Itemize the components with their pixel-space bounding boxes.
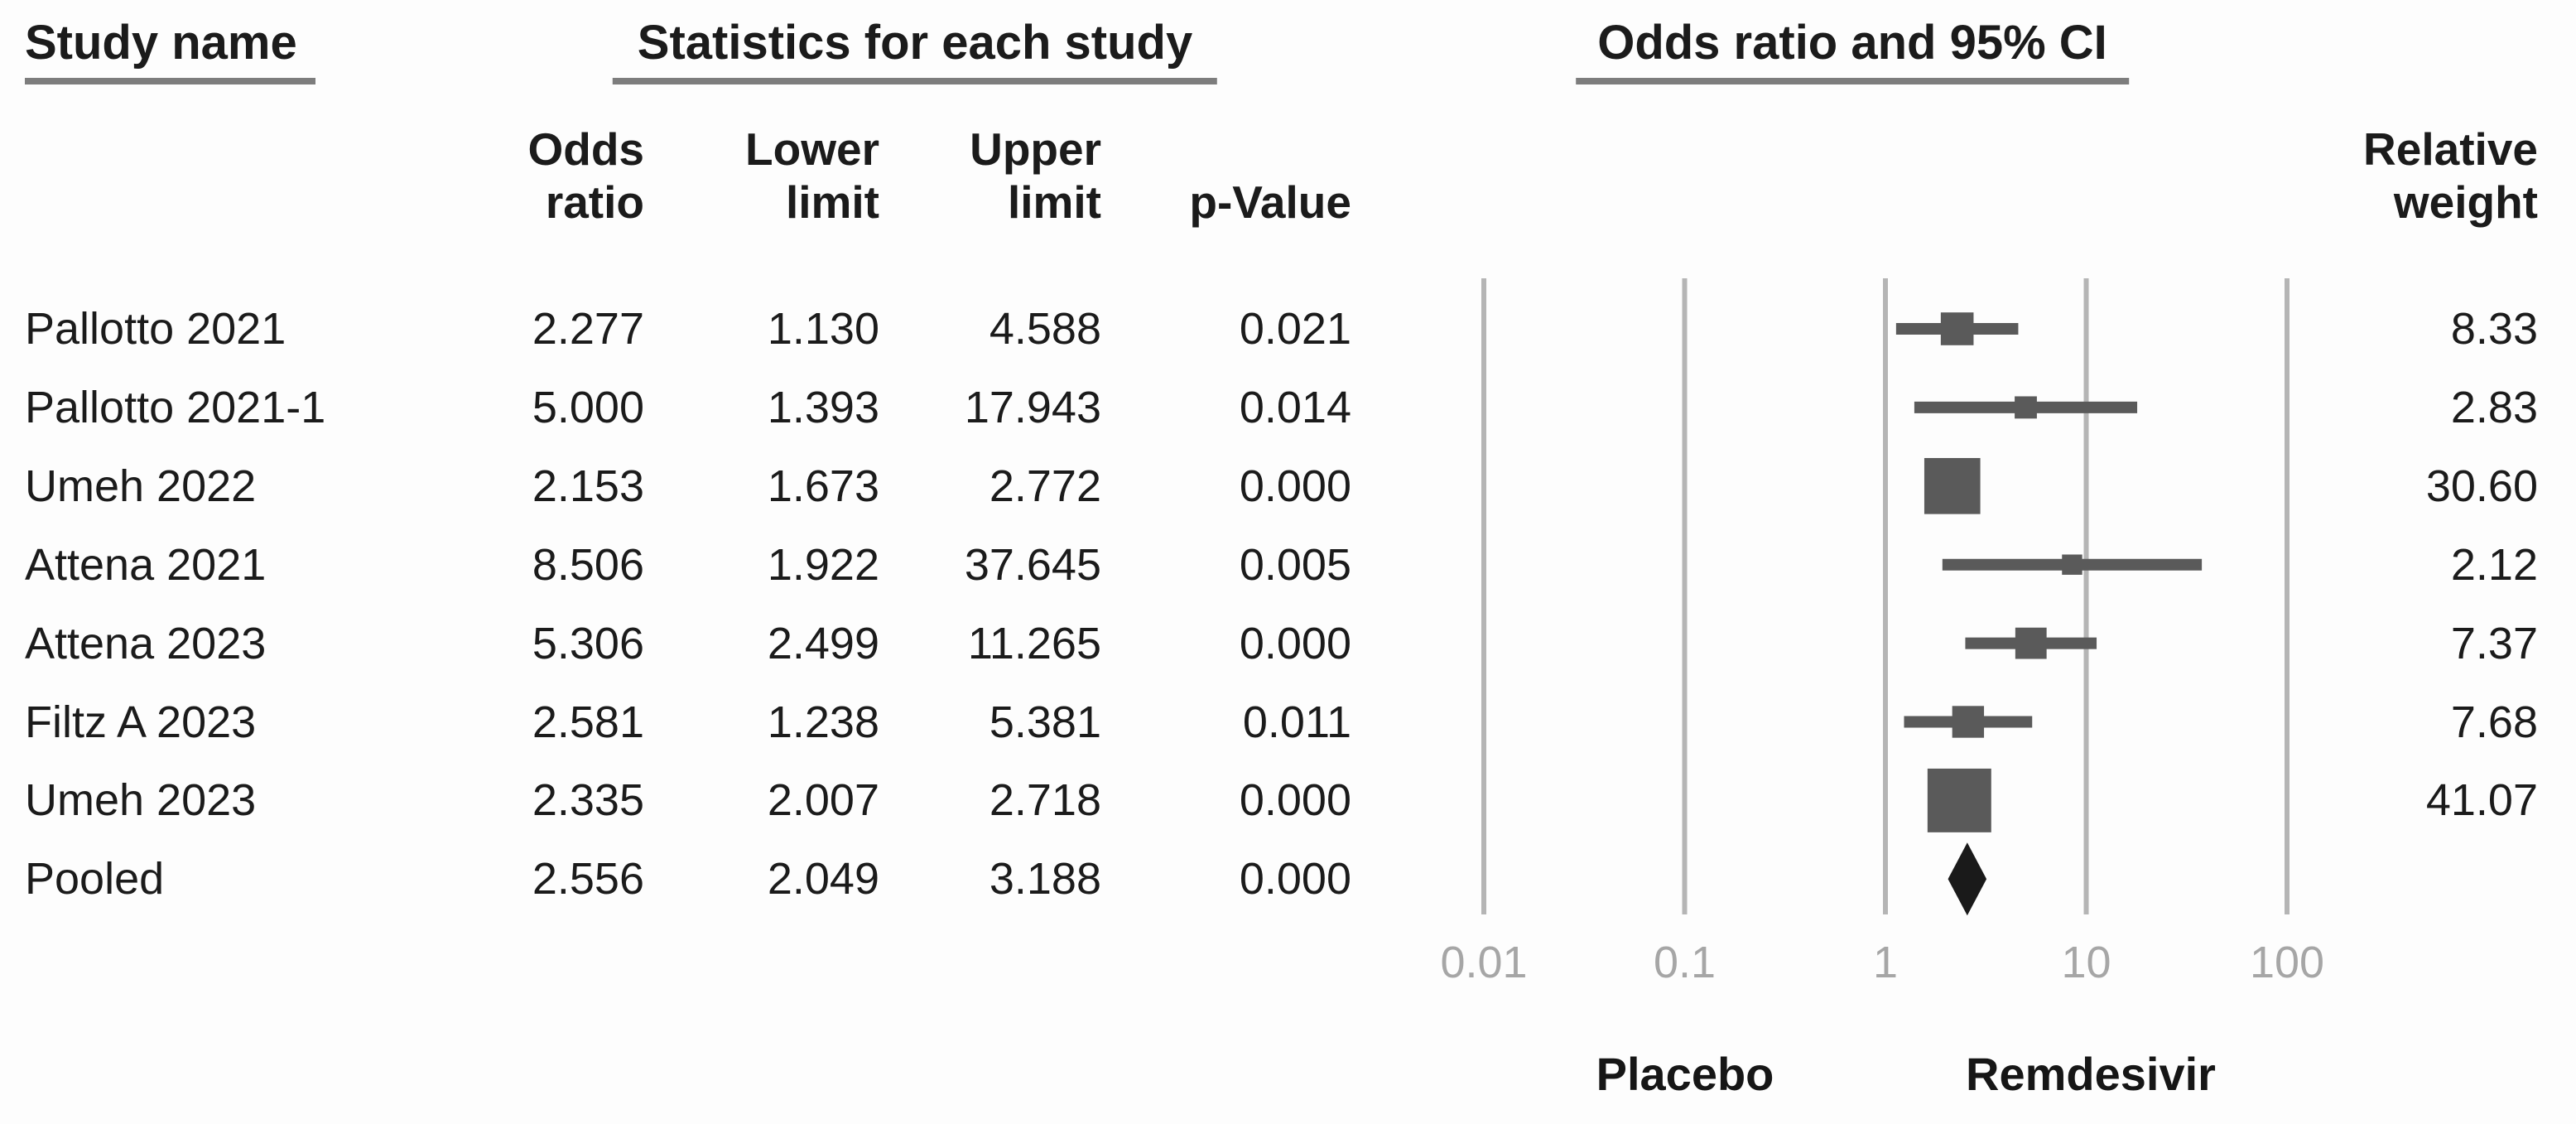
odds-ratio-header-line2: ratio (545, 176, 644, 228)
effect-size-box (2062, 554, 2082, 575)
upper-limit-header-line1: Upper (970, 123, 1101, 175)
upper-value: 2.772 (989, 461, 1101, 511)
p-value-value: 0.011 (1242, 697, 1351, 747)
p-value-value: 0.014 (1239, 382, 1351, 432)
p-value-value: 0.000 (1239, 461, 1351, 511)
study-name: Umeh 2023 (25, 775, 257, 826)
p-value-value: 0.000 (1239, 775, 1351, 826)
p-value-column-header: p-Value (1189, 176, 1351, 228)
lower-value: 2.049 (767, 854, 879, 905)
p-value-value: 0.005 (1239, 539, 1351, 590)
lower-value: 1.130 (767, 304, 879, 354)
effect-size-box (1927, 768, 1991, 832)
study-name-column-title: Study name (25, 17, 315, 84)
odds-ratio-column-header: Odds ratio (527, 123, 644, 229)
p-value-value: 0.021 (1239, 304, 1351, 354)
weight-value: 7.68 (2450, 697, 2538, 747)
odds-ratio-value: 2.556 (532, 854, 644, 905)
relative-weight-header-line2: weight (2393, 176, 2538, 228)
study-name: Umeh 2022 (25, 461, 257, 511)
right-effect-label: Remdesivir (1966, 1048, 2216, 1100)
x-tick-label-1: 1 (1872, 938, 1899, 987)
odds-ratio-value: 2.153 (532, 461, 644, 511)
odds-ratio-value: 2.581 (532, 697, 644, 747)
odds-ratio-value: 5.306 (532, 618, 644, 668)
lower-value: 2.499 (767, 618, 879, 668)
x-tick-label-0.01: 0.01 (1440, 938, 1528, 987)
x-tick-label-0.1: 0.1 (1653, 938, 1717, 987)
study-row-4: Attena 2023 5.306 2.499 11.265 0.000 7.37 (0, 618, 2576, 669)
effect-size-box (1940, 312, 1974, 345)
weight-value: 8.33 (2450, 304, 2538, 354)
study-name: Attena 2021 (25, 539, 267, 590)
lower-limit-header-line2: limit (785, 176, 879, 228)
odds-ratio-value: 2.277 (532, 304, 644, 354)
effect-size-box (1952, 706, 1985, 738)
effect-size-box (2015, 396, 2037, 419)
odds-ratio-value: 2.335 (532, 775, 644, 826)
study-row-0: Pallotto 2021 2.277 1.130 4.588 0.021 8.33 (0, 303, 2576, 355)
study-row-1: Pallotto 2021-1 5.000 1.393 17.943 0.014 2.83 (0, 382, 2576, 433)
lower-limit-column-header: Lower limit (745, 123, 879, 229)
p-value-value: 0.000 (1239, 618, 1351, 668)
lower-value: 1.673 (767, 461, 879, 511)
study-row-5: Filtz A 2023 2.581 1.238 5.381 0.011 7.68 (0, 697, 2576, 748)
upper-value: 3.188 (989, 854, 1101, 905)
left-effect-label: Placebo (1596, 1048, 1774, 1100)
effect-size-box (2015, 627, 2047, 659)
upper-value: 17.943 (964, 382, 1101, 432)
relative-weight-header-line1: Relative (2363, 123, 2538, 175)
upper-value: 5.381 (989, 697, 1101, 747)
plot-section-title: Odds ratio and 95% CI (1576, 17, 2129, 84)
x-tick-label-100: 100 (2249, 938, 2325, 987)
relative-weight-column-header: Relative weight (2363, 123, 2538, 229)
lower-value: 1.393 (767, 382, 879, 432)
upper-value: 11.265 (967, 618, 1101, 668)
upper-value: 4.588 (989, 304, 1101, 354)
x-tick-label-10: 10 (2061, 938, 2111, 987)
statistics-section-title: Statistics for each study (612, 17, 1218, 84)
study-row-3: Attena 2021 8.506 1.922 37.645 0.005 2.12 (0, 539, 2576, 591)
odds-ratio-value: 5.000 (532, 382, 644, 432)
study-row-6: Umeh 2023 2.335 2.007 2.718 0.000 41.07 (0, 774, 2576, 826)
upper-value: 2.718 (989, 775, 1101, 826)
odds-ratio-value: 8.506 (532, 539, 644, 590)
effect-size-box (1924, 457, 1981, 514)
study-name: Filtz A 2023 (25, 697, 257, 747)
lower-value: 1.922 (767, 539, 879, 590)
study-row-pooled: Pooled 2.556 2.049 3.188 0.000 (0, 853, 2576, 905)
weight-value: 2.12 (2450, 539, 2538, 590)
study-name: Pallotto 2021-1 (25, 382, 326, 432)
p-value-value: 0.000 (1239, 854, 1351, 905)
upper-value: 37.645 (964, 539, 1101, 590)
study-name: Attena 2023 (25, 618, 267, 668)
study-name: Pallotto 2021 (25, 304, 286, 354)
upper-limit-column-header: Upper limit (970, 123, 1101, 229)
study-name: Pooled (25, 854, 165, 905)
weight-value: 30.60 (2425, 461, 2538, 511)
lower-value: 2.007 (767, 775, 879, 826)
lower-value: 1.238 (767, 697, 879, 747)
weight-value: 2.83 (2450, 382, 2538, 432)
pooled-diamond (1948, 842, 1987, 916)
odds-ratio-header-line1: Odds (527, 123, 644, 175)
weight-value: 7.37 (2450, 618, 2538, 668)
study-row-2: Umeh 2022 2.153 1.673 2.772 0.000 30.60 (0, 461, 2576, 512)
weight-value: 41.07 (2425, 775, 2538, 826)
upper-limit-header-line2: limit (1007, 176, 1101, 228)
lower-limit-header-line1: Lower (745, 123, 879, 175)
